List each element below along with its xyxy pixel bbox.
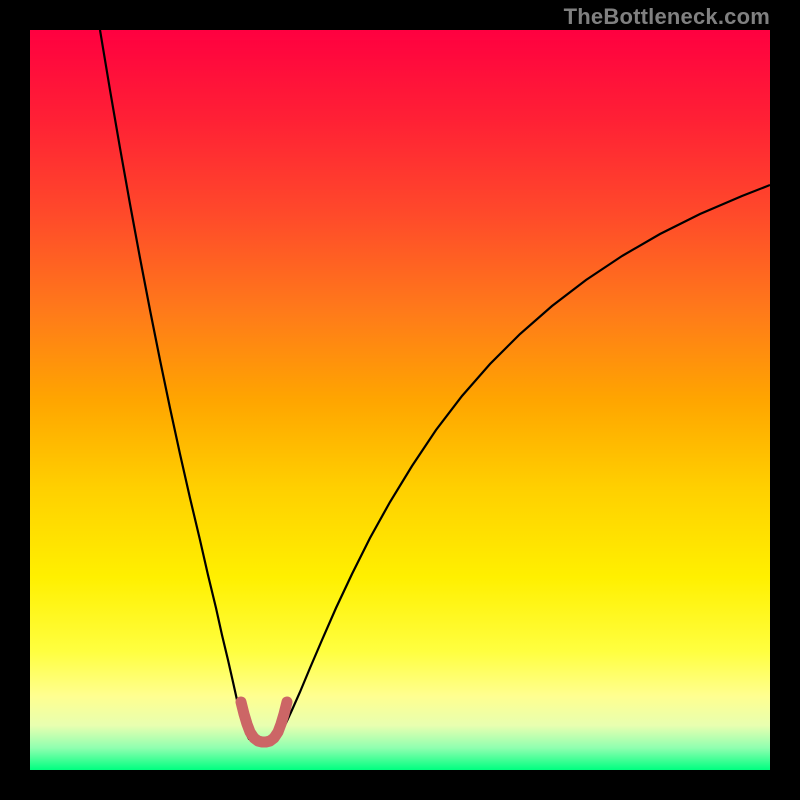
watermark-text: TheBottleneck.com [564, 4, 770, 30]
chart-svg [30, 30, 770, 770]
plot-area [30, 30, 770, 770]
chart-frame: TheBottleneck.com [0, 0, 800, 800]
gradient-background [30, 30, 770, 770]
